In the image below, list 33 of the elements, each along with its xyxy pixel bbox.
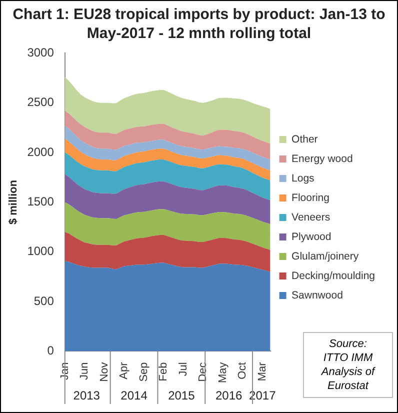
x-tick-label: Sep [138, 362, 150, 382]
y-axis-title: $ million [8, 180, 20, 225]
x-tick-label: Apr [118, 362, 130, 380]
text: 2015 [168, 388, 196, 402]
y-tick-label: 1500 [27, 194, 54, 209]
legend-label: Logs [292, 172, 314, 184]
y-tick-label: 3000 [27, 46, 54, 60]
legend-label: Decking/moulding [292, 270, 376, 282]
legend-label: Flooring [292, 192, 330, 204]
y-tick-label: 1000 [27, 244, 54, 258]
x-tick-label: Jul [177, 362, 190, 376]
text: 2016 [215, 388, 242, 402]
x-tick-label: Oct [236, 362, 249, 380]
x-tick-label: Feb [158, 362, 170, 382]
y-tick-label: 0 [47, 344, 54, 358]
text: 2013 [73, 388, 100, 402]
y-tick-label: 500 [34, 294, 54, 308]
legend-label: Glulam/joinery [292, 250, 360, 262]
legend-label: Other [292, 133, 318, 146]
chart-title: Chart 1: EU28 tropical imports by product: Jan-13 to May-2017 - 12 mnth rolling total [12, 5, 386, 43]
text: 2017 [249, 388, 276, 402]
text: 2014 [120, 388, 148, 402]
y-tick-label: 2500 [27, 95, 54, 110]
x-tick-label: Nov [98, 362, 110, 382]
legend-label: Plywood [292, 230, 332, 243]
legend-label: Veneers [292, 211, 330, 224]
y-tick-label: 2000 [27, 144, 54, 159]
legend-label: Energy wood [292, 152, 353, 165]
x-tick-label: May [216, 362, 229, 383]
x-tick-label: Jun [78, 362, 91, 380]
source-note: Source: ITTO IMM Analysis of Eurostat [303, 332, 393, 398]
x-tick-label: Mar [256, 362, 268, 382]
legend-label: Sawnwood [292, 289, 344, 302]
